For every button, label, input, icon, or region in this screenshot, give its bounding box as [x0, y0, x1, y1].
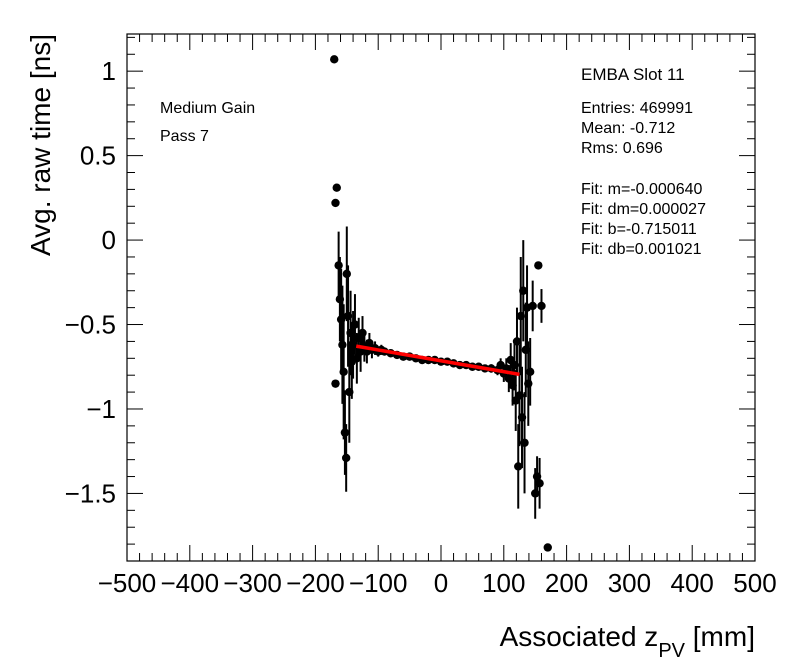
y-tick-label: 0 — [102, 225, 116, 255]
data-point — [528, 301, 537, 311]
data-point — [342, 269, 351, 279]
stats-title: EMBA Slot 11 — [581, 65, 685, 84]
stats-entries: Entries: 469991 — [581, 100, 693, 117]
data-point — [331, 198, 340, 208]
data-point — [514, 462, 523, 471]
y-tick-label: −1.5 — [65, 478, 116, 508]
data-point — [521, 345, 530, 355]
y-tick-label: 1 — [102, 56, 116, 86]
x-tick-label: −200 — [286, 568, 345, 598]
data-point — [515, 391, 524, 400]
data-point — [531, 489, 540, 498]
x-axis-title: Associated zPV [mm] — [500, 621, 755, 662]
fit-db: Fit: db=0.001021 — [581, 241, 702, 258]
data-point — [330, 55, 339, 64]
data-point — [520, 438, 529, 447]
data-point — [543, 543, 552, 552]
y-tick-label: 0.5 — [80, 141, 116, 171]
data-point — [345, 387, 354, 397]
data-point — [338, 340, 347, 349]
data-point — [346, 328, 355, 338]
data-point — [510, 360, 519, 370]
data-point — [512, 337, 522, 346]
data-point — [517, 413, 527, 422]
data-point — [348, 340, 358, 349]
data-point — [524, 379, 533, 388]
data-point — [334, 261, 343, 270]
data-point — [532, 472, 542, 481]
x-tick-label: −300 — [223, 568, 282, 598]
data-point — [508, 381, 517, 390]
x-tick-label: 200 — [545, 568, 588, 598]
fit-m: Fit: m=-0.000640 — [581, 181, 703, 198]
data-point — [535, 479, 544, 488]
data-point — [525, 367, 535, 377]
data-point — [339, 367, 348, 377]
x-axis-title-unit: [mm] — [685, 621, 755, 652]
data-point — [343, 311, 353, 321]
y-tick-label: −1 — [86, 394, 116, 424]
data-point — [358, 328, 367, 338]
data-point — [331, 379, 340, 388]
data-point — [340, 428, 350, 437]
x-tick-label: 0 — [434, 568, 448, 598]
data-point — [504, 374, 514, 383]
y-tick-labels: 1 0.5 0 −0.5 −1 −1.5 — [65, 56, 116, 508]
x-tick-label: 400 — [671, 568, 714, 598]
x-tick-label: −400 — [161, 568, 220, 598]
data-point — [534, 261, 543, 270]
x-axis-title-subscript: PV — [658, 640, 685, 662]
y-axis-title: Avg. raw time [ns] — [25, 34, 56, 256]
x-tick-label: 100 — [482, 568, 525, 598]
x-tick-label: 500 — [733, 568, 776, 598]
data-point — [352, 354, 362, 363]
data-point — [537, 301, 546, 311]
x-tick-labels: −500 −400 −300 −200 −100 0 100 200 300 400 500 — [98, 568, 777, 598]
axis-ticks — [126, 34, 756, 562]
data-point — [365, 338, 374, 348]
x-axis-title-main: Associated z — [500, 621, 659, 652]
data-point — [341, 453, 351, 463]
data-point — [335, 294, 345, 304]
fit-b: Fit: b=-0.715011 — [581, 221, 697, 238]
fit-dm: Fit: dm=0.000027 — [581, 201, 706, 218]
label-medium-gain: Medium Gain — [160, 100, 255, 117]
fit-line — [355, 344, 520, 377]
data-point — [332, 183, 341, 192]
data-point — [336, 315, 346, 324]
stats-rms: Rms: 0.696 — [581, 140, 663, 157]
stats-mean: Mean: -0.712 — [581, 120, 675, 137]
y-tick-label: −0.5 — [65, 310, 116, 340]
x-tick-label: −100 — [349, 568, 408, 598]
data-point — [519, 286, 528, 295]
x-tick-label: −500 — [98, 568, 157, 598]
label-pass: Pass 7 — [160, 128, 209, 145]
data-point — [516, 311, 525, 321]
data-point — [350, 320, 360, 329]
x-tick-label: 300 — [608, 568, 651, 598]
